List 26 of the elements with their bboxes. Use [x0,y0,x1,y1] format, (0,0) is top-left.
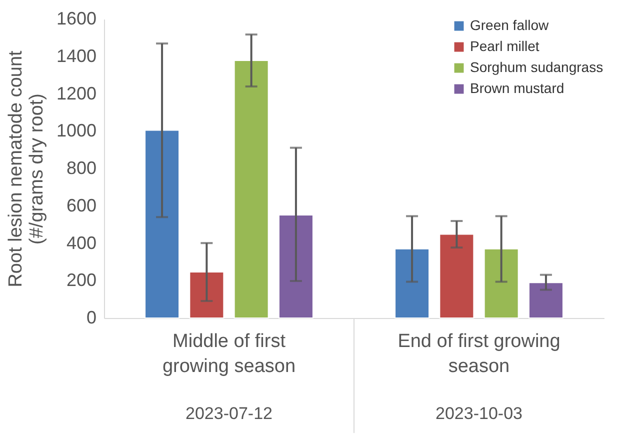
y-tick-label: 800 [66,158,96,178]
y-tick-label: 1600 [56,8,96,28]
y-axis-title: Root lesion nematode count (#/grams dry root) [5,50,48,288]
y-tick-label: 200 [66,270,96,290]
bar [394,248,430,318]
bar [439,234,474,318]
y-tick-label: 0 [86,308,96,328]
bar [144,130,180,318]
y-tick-label: 1200 [56,83,96,104]
text: 2023-10-03 [436,404,522,423]
bar [189,272,224,318]
x-tick-label: End of first growing season [398,331,560,377]
text: 2023-07-12 [186,404,272,423]
x-tick-label: Middle of first growing season [162,331,296,377]
bar [278,214,314,318]
bar [484,248,519,318]
y-tick-label: 1400 [56,46,96,66]
bar [234,60,269,318]
bar [528,282,564,318]
legend-label: Brown mustard [470,80,564,96]
y-tick-label: 400 [66,232,96,253]
y-tick-label: 600 [66,195,96,216]
legend-label: Green fallow [470,17,550,33]
legend-label: Sorghum sudangrass [470,59,604,75]
y-tick-label: 1000 [56,120,96,141]
legend-label: Pearl millet [470,38,540,54]
